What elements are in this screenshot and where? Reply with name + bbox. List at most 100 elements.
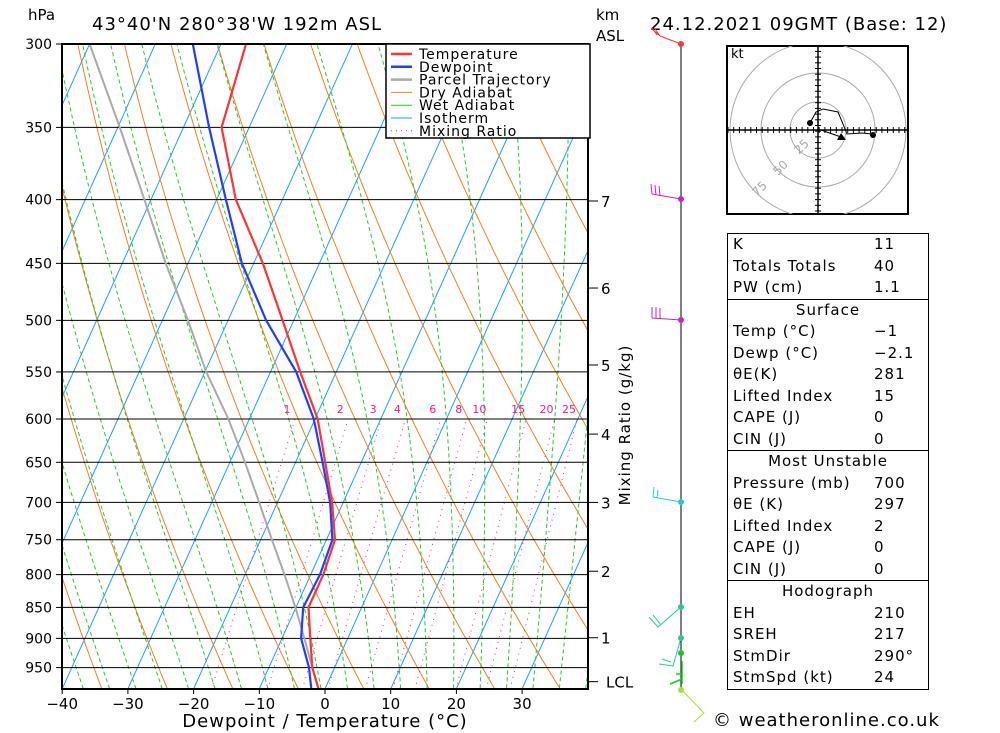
stat-value: 40 xyxy=(874,256,896,275)
stat-row: Totals Totals 40 xyxy=(728,256,928,278)
stat-label: CIN (J) xyxy=(733,559,788,578)
stat-row: PW (cm) 1.1 xyxy=(728,277,928,299)
pressure-tick-label: 750 xyxy=(25,533,52,549)
stat-value: 0 xyxy=(874,559,885,578)
isotherm-line xyxy=(127,44,419,689)
stat-row: θE (K) 297 xyxy=(728,494,928,516)
stat-label: CAPE (J) xyxy=(733,408,802,426)
stat-value: 290° xyxy=(874,646,915,665)
stat-value: 24 xyxy=(874,668,896,686)
wind-barb xyxy=(648,606,682,628)
temperature-tick-label: −40 xyxy=(46,695,78,713)
hodograph-unit: kt xyxy=(731,47,744,62)
wind-point xyxy=(678,604,684,610)
stats-table: K 11 Totals Totals 40 PW (cm) 1.1 Surface T… xyxy=(727,233,929,690)
stat-row: SREH 217 xyxy=(728,624,928,646)
stat-label: StmSpd (kt) xyxy=(733,668,834,686)
stat-row: CIN (J) 0 xyxy=(728,559,928,581)
wet-adiabat-line xyxy=(62,281,190,689)
pressure-tick-label: 700 xyxy=(25,495,52,511)
wind-point xyxy=(678,196,684,202)
legend-label: Temperature xyxy=(418,47,519,63)
km-unit-label: km xyxy=(596,6,619,24)
wet-adiabat-line xyxy=(62,180,216,689)
wet-adiabat-line xyxy=(316,44,428,689)
stat-label: Lifted Index xyxy=(733,386,834,405)
mixing-ratio-labels: 1 2 3 4 6 8 10 15 20 25 xyxy=(284,403,577,416)
wind-point xyxy=(678,317,684,323)
km-tick-label: 3 xyxy=(601,494,611,512)
stat-row: CAPE (J) 0 xyxy=(728,407,928,429)
stat-row: Lifted Index 15 xyxy=(728,386,928,408)
stat-row: CAPE (J) 0 xyxy=(728,537,928,559)
wind-barb xyxy=(652,486,682,503)
pressure-tick-label: 550 xyxy=(25,365,52,381)
datetime-title: 24.12.2021 09GMT (Base: 12) xyxy=(650,14,947,35)
copyright[interactable]: © weatheronline.co.uk xyxy=(713,710,940,731)
stat-value: 0 xyxy=(874,538,885,556)
isotherm-line xyxy=(455,395,588,689)
dry-adiabat-line xyxy=(216,44,496,689)
plot-frame xyxy=(61,43,589,690)
km-tick-label: 1 xyxy=(601,630,611,648)
km-tick-label: 5 xyxy=(601,357,611,375)
km-tick-label: 4 xyxy=(601,426,611,444)
stat-label: CIN (J) xyxy=(733,429,788,448)
hodograph: kt 25 50 75 xyxy=(726,45,909,215)
mixing-ratio-axis-label: Mixing Ratio (g/kg) xyxy=(616,345,634,506)
temperature-tick-label: 0 xyxy=(320,695,330,713)
mixing-ratio-label: 4 xyxy=(394,403,401,416)
stat-label: θE (K) xyxy=(733,495,784,513)
stat-label: Totals Totals xyxy=(733,256,837,275)
pressure-tick-label: 850 xyxy=(25,600,52,616)
stat-row: Dewp (°C) −2.1 xyxy=(728,343,928,365)
temperature-line xyxy=(220,44,337,689)
wind-point xyxy=(678,635,684,641)
stat-value: 1.1 xyxy=(874,278,901,296)
stat-label: Lifted Index xyxy=(733,516,834,535)
dry-adiabat-line xyxy=(356,44,588,530)
section-title: Surface xyxy=(795,300,861,319)
indices-section: K 11 Totals Totals 40 PW (cm) 1.1 xyxy=(728,234,928,299)
stat-value: 0 xyxy=(874,408,885,426)
stat-label: StmDir xyxy=(733,646,791,665)
wind-point xyxy=(678,687,684,693)
stat-value: −2.1 xyxy=(874,343,915,362)
dry-adiabat-line xyxy=(310,44,588,632)
hodograph-ticks xyxy=(727,46,906,212)
stat-value: 700 xyxy=(874,473,906,492)
wind-barb xyxy=(680,688,705,723)
legend-label: Parcel Trajectory xyxy=(419,73,552,89)
dry-adiabat-line xyxy=(62,386,168,689)
isotherm-line xyxy=(521,541,588,689)
mixing-ratio-label: 6 xyxy=(429,403,436,416)
wind-point xyxy=(678,41,684,47)
mixing-ratio-line xyxy=(327,418,406,689)
isotherms xyxy=(62,44,588,689)
wind-point xyxy=(678,650,684,656)
pressure-tick-label: 950 xyxy=(25,661,52,677)
hodograph-storm-motion xyxy=(820,129,842,138)
stat-value: −1 xyxy=(874,322,899,340)
pressure-ticks: 300 350 400 450 500 550 600 650 700 750 800 850 900 9… xyxy=(25,37,62,677)
km-tick-label: 2 xyxy=(601,563,611,581)
stat-label: Temp (°C) xyxy=(733,322,817,340)
wet-adiabat-line xyxy=(141,44,322,689)
profiles xyxy=(88,44,337,689)
stat-value: 15 xyxy=(874,386,896,405)
dry-adiabats xyxy=(62,35,1000,695)
temperature-tick-label: 30 xyxy=(513,695,532,713)
wet-adiabat-line xyxy=(176,44,349,689)
temperature-tick-label: −30 xyxy=(112,695,144,713)
mixing-ratio-label: 1 xyxy=(284,403,291,416)
asl-unit-label: ASL xyxy=(596,27,625,45)
stat-label: θE(K) xyxy=(733,365,779,383)
pressure-tick-label: 300 xyxy=(25,37,52,53)
isotherm-line xyxy=(324,103,588,689)
km-tick-label: LCL xyxy=(606,674,634,692)
wet-adiabat-line xyxy=(62,373,163,689)
hodograph-trace xyxy=(809,108,873,135)
legend-label: Mixing Ratio xyxy=(419,124,517,140)
dry-adiabat-line xyxy=(956,35,1000,695)
legend-label: Isotherm xyxy=(419,111,489,127)
